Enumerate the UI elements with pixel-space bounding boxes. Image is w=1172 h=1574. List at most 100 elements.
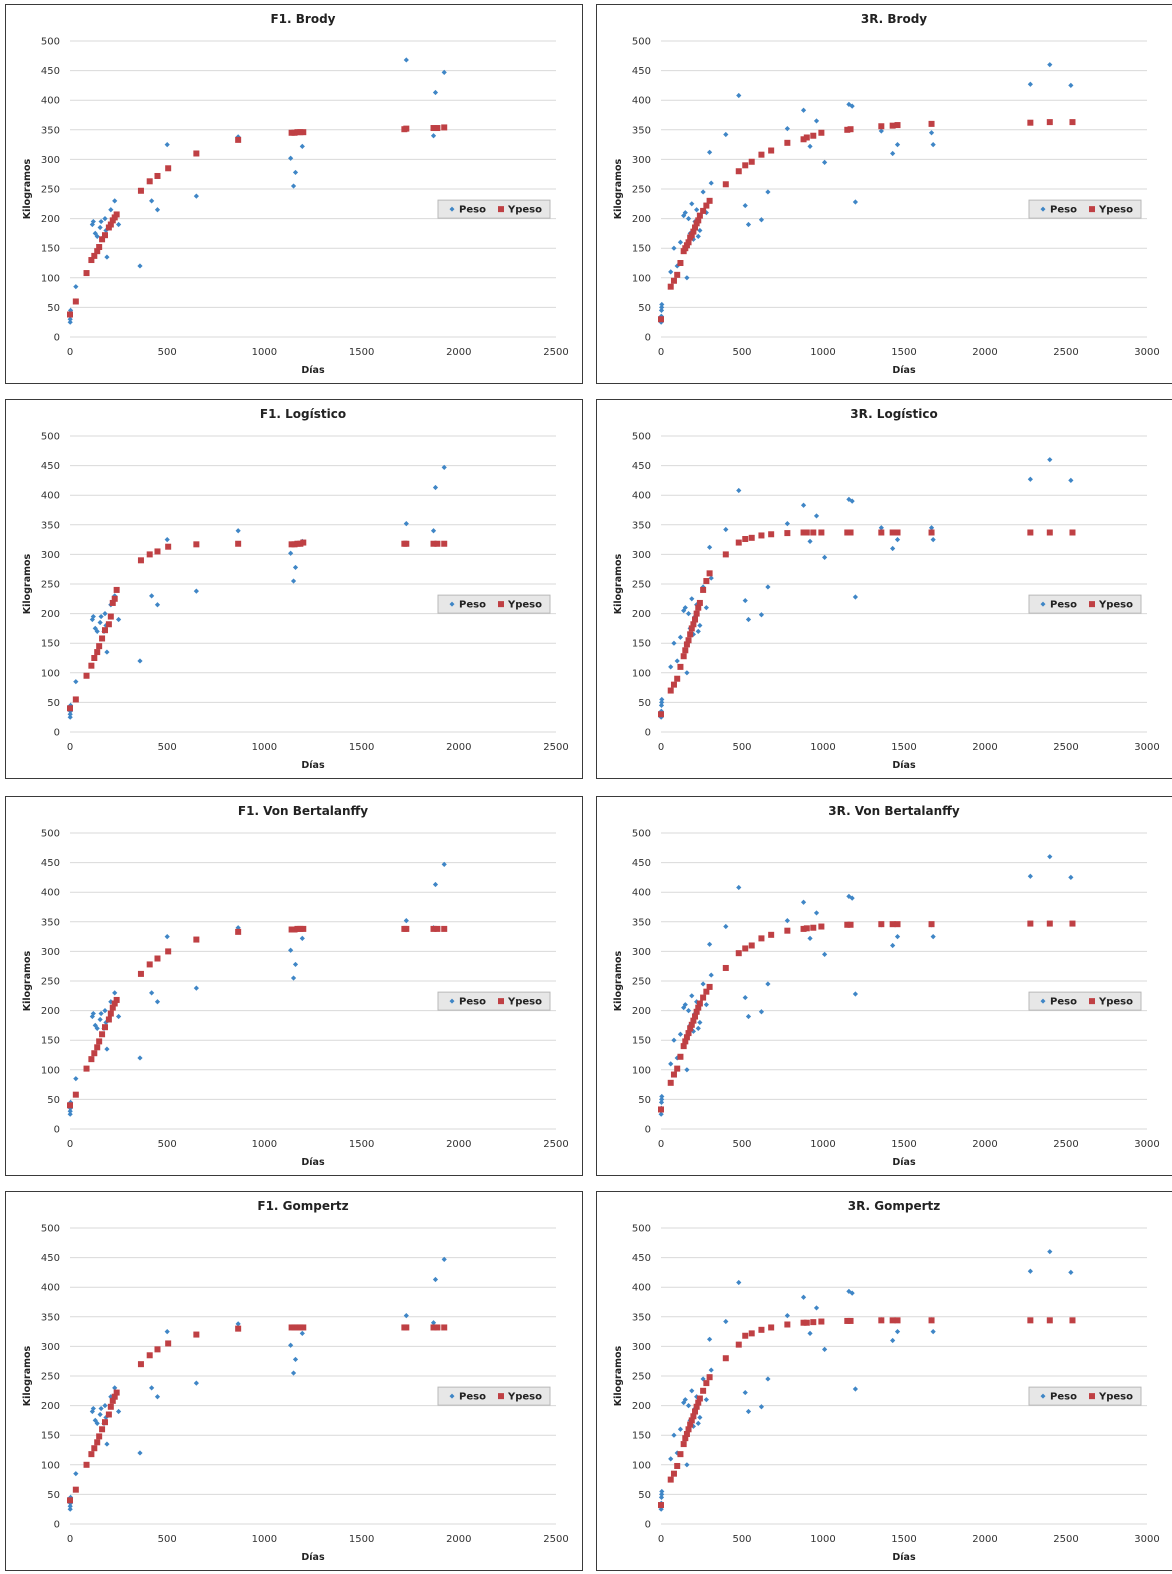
x-tick-label: 2500	[543, 742, 568, 753]
data-point-peso	[73, 284, 79, 290]
data-point-peso	[822, 159, 828, 165]
data-point-peso	[745, 1408, 752, 1415]
y-tick-label: 100	[41, 668, 60, 679]
data-point-ypeso	[742, 536, 749, 543]
legend-label-peso: Peso	[459, 600, 486, 611]
y-tick-label: 400	[632, 491, 651, 502]
data-point-ypeso	[700, 586, 707, 593]
series-peso	[67, 861, 447, 1117]
data-point-peso	[1068, 82, 1074, 88]
data-point-peso	[73, 1471, 79, 1477]
x-tick-label: 500	[158, 347, 177, 358]
data-point-peso	[659, 1093, 665, 1100]
data-point-ypeso	[667, 687, 674, 694]
data-point-ypeso	[690, 1413, 697, 1420]
data-point-peso	[930, 1329, 936, 1335]
data-point-ypeso	[847, 529, 854, 536]
data-point-ypeso	[137, 1361, 144, 1368]
data-point-peso	[98, 218, 104, 225]
data-point-ypeso	[113, 1389, 120, 1396]
y-tick-label: 250	[41, 185, 60, 196]
data-point-peso	[290, 578, 297, 584]
data-point-peso	[67, 1111, 73, 1117]
chart-svg: F1. Gompertz 0 50 100 150 200 250 300 350 400 450 5…	[22, 1199, 569, 1563]
data-point-peso	[299, 1330, 305, 1336]
data-point-ypeso	[768, 1324, 775, 1331]
x-tick-label: 2000	[972, 1139, 997, 1150]
data-point-ypeso	[818, 1318, 825, 1325]
data-point-ypeso	[688, 1417, 695, 1424]
x-tick-label: 0	[67, 347, 73, 358]
data-point-peso	[700, 981, 706, 987]
y-tick-label: 500	[632, 829, 651, 840]
data-point-peso	[154, 1394, 161, 1400]
y-tick-label: 450	[41, 461, 60, 472]
y-tick-label: 0	[54, 1520, 60, 1531]
data-point-ypeso	[96, 1038, 103, 1045]
y-tick-label: 0	[645, 1125, 651, 1136]
data-point-peso	[116, 221, 122, 228]
data-point-peso	[668, 1061, 674, 1067]
y-tick-label: 200	[41, 214, 60, 225]
data-point-ypeso	[105, 1411, 112, 1418]
x-tick-label: 0	[658, 742, 664, 753]
data-point-peso	[890, 545, 896, 552]
y-axis-label: Kilogramos	[22, 158, 33, 219]
data-point-peso	[690, 1423, 696, 1429]
x-axis-label: Días	[892, 1552, 916, 1563]
data-point-ypeso	[748, 1330, 755, 1337]
data-point-peso	[441, 69, 447, 75]
data-point-ypeso	[735, 1341, 742, 1348]
y-tick-label: 500	[632, 37, 651, 48]
data-point-ypeso	[91, 1050, 98, 1057]
data-point-ypeso	[154, 172, 161, 179]
data-point-peso	[288, 1342, 294, 1348]
data-point-peso	[164, 1329, 170, 1335]
data-point-peso	[403, 1313, 409, 1319]
data-point-peso	[807, 935, 813, 941]
y-tick-label: 0	[645, 1520, 651, 1531]
data-point-peso	[689, 1388, 695, 1394]
data-point-ypeso	[113, 996, 120, 1003]
x-tick-label: 500	[732, 742, 751, 753]
legend-box	[1028, 199, 1142, 219]
chart-title: F1. Brody	[270, 12, 335, 26]
data-point-peso	[928, 525, 935, 531]
x-tick-label: 0	[67, 742, 73, 753]
data-point-ypeso	[706, 983, 713, 990]
data-point-ypeso	[803, 529, 810, 536]
data-point-ypeso	[235, 1325, 242, 1332]
data-point-peso	[800, 899, 807, 905]
x-tick-label: 1500	[349, 1139, 374, 1150]
y-tick-label: 150	[41, 244, 60, 255]
data-point-peso	[930, 537, 936, 543]
data-point-peso	[813, 910, 820, 916]
x-tick-label: 2000	[446, 1139, 471, 1150]
data-point-peso	[149, 593, 155, 599]
data-point-peso	[432, 881, 439, 888]
data-point-peso	[1068, 477, 1074, 483]
y-tick-label: 350	[632, 917, 651, 928]
series-ypeso	[658, 529, 1076, 718]
y-tick-label: 450	[632, 66, 651, 77]
y-tick-label: 50	[638, 303, 651, 314]
legend: Peso Ypeso	[1028, 1386, 1142, 1406]
data-point-ypeso	[105, 621, 112, 628]
legend-box	[1028, 594, 1142, 614]
data-point-ypeso	[83, 1065, 90, 1072]
data-point-ypeso	[88, 1451, 95, 1458]
data-point-peso	[108, 207, 114, 213]
x-tick-label: 0	[658, 1534, 664, 1545]
data-point-peso	[745, 1013, 752, 1020]
data-point-peso	[707, 1336, 713, 1342]
data-point-peso	[894, 1329, 901, 1335]
y-axis-label: Kilogramos	[22, 553, 33, 614]
legend-label-ypeso: Ypeso	[507, 1392, 542, 1403]
chart-title: F1. Von Bertalanffy	[238, 804, 368, 818]
data-point-peso	[137, 658, 143, 664]
data-point-peso	[745, 221, 752, 228]
data-point-peso	[1068, 1269, 1074, 1275]
x-tick-label: 3000	[1134, 742, 1159, 753]
data-point-ypeso	[658, 316, 664, 323]
data-point-ypeso	[67, 1102, 73, 1109]
